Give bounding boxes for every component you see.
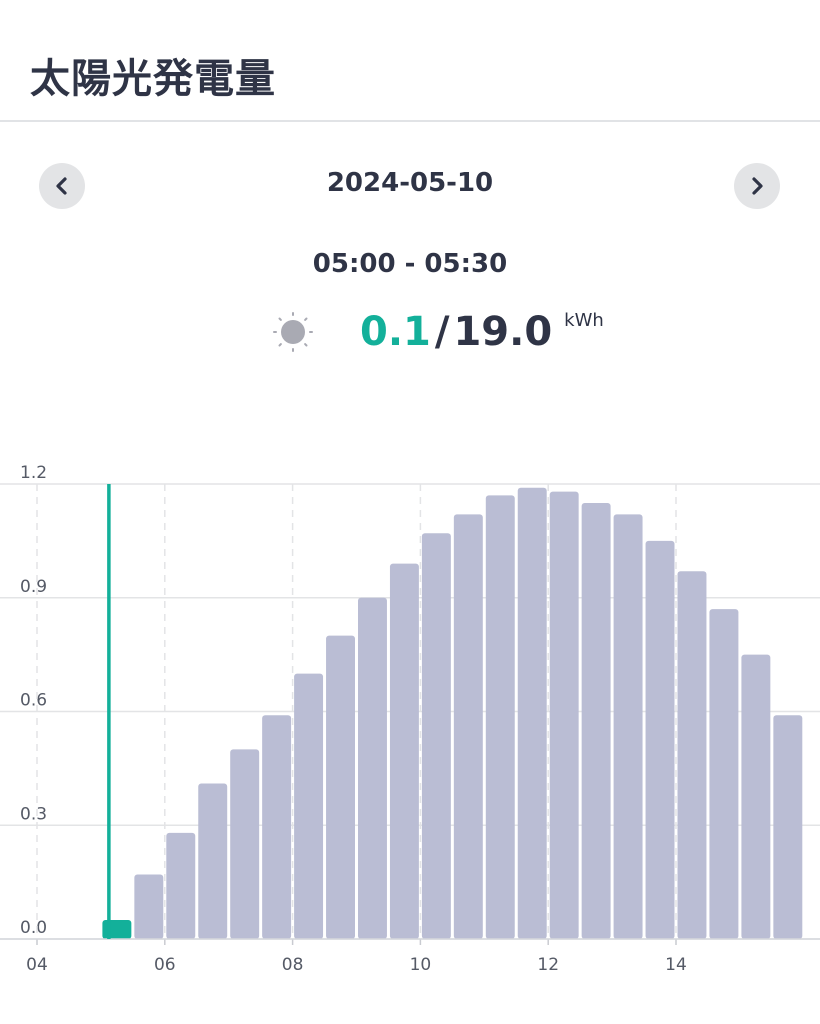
selected-time-range: 05:00 - 05:30 <box>312 249 508 279</box>
bar <box>421 533 451 939</box>
x-tick-label: 14 <box>665 955 687 975</box>
x-tick-label: 12 <box>537 955 559 975</box>
current-value: 0.1 <box>360 309 431 355</box>
bar <box>230 749 260 939</box>
bar <box>741 654 771 939</box>
unit-label: kWh <box>564 310 604 331</box>
bar <box>358 597 387 939</box>
bar <box>677 571 707 939</box>
bar <box>613 514 643 939</box>
selected-bar <box>102 920 132 939</box>
value-separator: / <box>434 309 450 355</box>
bar <box>645 540 675 939</box>
x-tick-label: 06 <box>154 955 176 975</box>
next-day-button[interactable] <box>734 163 780 209</box>
chevron-left-icon <box>56 177 67 195</box>
previous-day-button[interactable] <box>39 163 85 209</box>
bar <box>262 715 292 939</box>
generation-summary: 0.1 / 19.0 kWh <box>272 306 604 358</box>
bar <box>549 491 579 939</box>
total-value: 19.0 <box>453 309 553 355</box>
bar <box>581 502 611 939</box>
bar <box>517 487 547 939</box>
y-tick-label: 0.3 <box>20 804 47 824</box>
bar <box>485 495 515 939</box>
bar <box>166 832 196 939</box>
header: 太陽光発電量 <box>0 0 820 122</box>
date-label: 2024-05-10 <box>326 168 494 198</box>
x-tick-label: 04 <box>26 955 48 975</box>
bar <box>198 783 228 939</box>
bar <box>294 673 324 939</box>
x-tick-label: 10 <box>410 955 432 975</box>
bar <box>773 715 803 939</box>
page-title: 太陽光発電量 <box>30 56 276 102</box>
generation-bar-chart[interactable]: 0.0 0.3 0.6 0.9 1.2 04 06 08 10 12 14 <box>0 455 820 985</box>
y-tick-label: 0.6 <box>20 691 47 711</box>
bar <box>453 514 483 939</box>
y-tick-label: 0.0 <box>20 918 47 938</box>
sun-icon <box>273 312 313 352</box>
y-tick-label: 1.2 <box>20 463 47 483</box>
x-tick-label: 08 <box>282 955 304 975</box>
bar <box>709 609 739 939</box>
bar <box>326 635 355 939</box>
bar <box>134 874 164 939</box>
chevron-right-icon <box>752 177 763 195</box>
y-tick-label: 0.9 <box>20 577 47 597</box>
bar <box>389 563 419 939</box>
